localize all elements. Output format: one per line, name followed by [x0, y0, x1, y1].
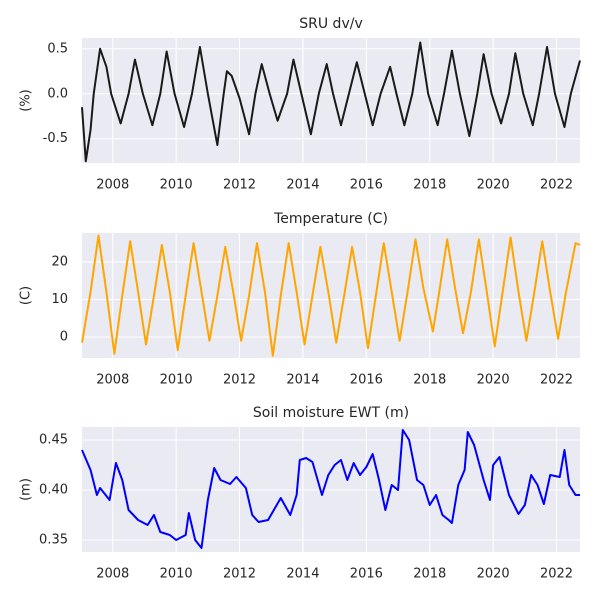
x-tick-label: 2012	[223, 178, 256, 193]
x-tick-label: 2020	[477, 567, 510, 582]
x-tick-label: 2018	[413, 373, 446, 388]
x-tick-label: 2022	[540, 567, 573, 582]
x-tick-label: 2018	[413, 567, 446, 582]
x-tick-label: 2014	[286, 178, 319, 193]
y-tick-label: 0.5	[47, 41, 68, 56]
chart-title: SRU dv/v	[299, 16, 363, 32]
x-tick-label: 2020	[477, 178, 510, 193]
x-tick-label: 2010	[160, 373, 193, 388]
data-line	[81, 234, 581, 357]
y-tick-label: 20	[51, 254, 68, 269]
x-tick-label: 2022	[540, 373, 573, 388]
chart-title: Soil moisture EWT (m)	[253, 405, 409, 421]
y-tick-label: 0.35	[39, 533, 68, 548]
x-tick-label: 2012	[223, 373, 256, 388]
data-line	[81, 429, 580, 549]
data-line	[81, 41, 581, 163]
x-tick-label: 2010	[160, 178, 193, 193]
x-tick-label: 2020	[477, 373, 510, 388]
x-tick-label: 2010	[160, 567, 193, 582]
y-tick-label: 0.45	[39, 433, 68, 448]
x-tick-label: 2016	[350, 567, 383, 582]
x-tick-label: 2014	[286, 567, 319, 582]
x-tick-label: 2014	[286, 373, 319, 388]
y-axis-label: (m)	[19, 478, 34, 501]
x-tick-label: 2022	[540, 178, 573, 193]
y-tick-label: 0.40	[39, 483, 68, 498]
x-tick-label: 2016	[350, 373, 383, 388]
x-tick-label: 2018	[413, 178, 446, 193]
x-tick-label: 2008	[96, 178, 129, 193]
x-tick-label: 2008	[96, 373, 129, 388]
y-tick-label: 10	[51, 292, 68, 307]
y-tick-label: 0	[60, 329, 68, 344]
x-tick-label: 2008	[96, 567, 129, 582]
x-tick-label: 2016	[350, 178, 383, 193]
y-axis-label: (%)	[19, 89, 34, 112]
y-tick-label: -0.5	[43, 131, 68, 146]
plot-area	[82, 233, 580, 358]
y-axis-label: (C)	[19, 286, 34, 305]
chart-title: Temperature (C)	[273, 211, 388, 227]
x-tick-label: 2012	[223, 567, 256, 582]
y-tick-label: 0.0	[47, 86, 68, 101]
plot-area	[82, 38, 580, 163]
